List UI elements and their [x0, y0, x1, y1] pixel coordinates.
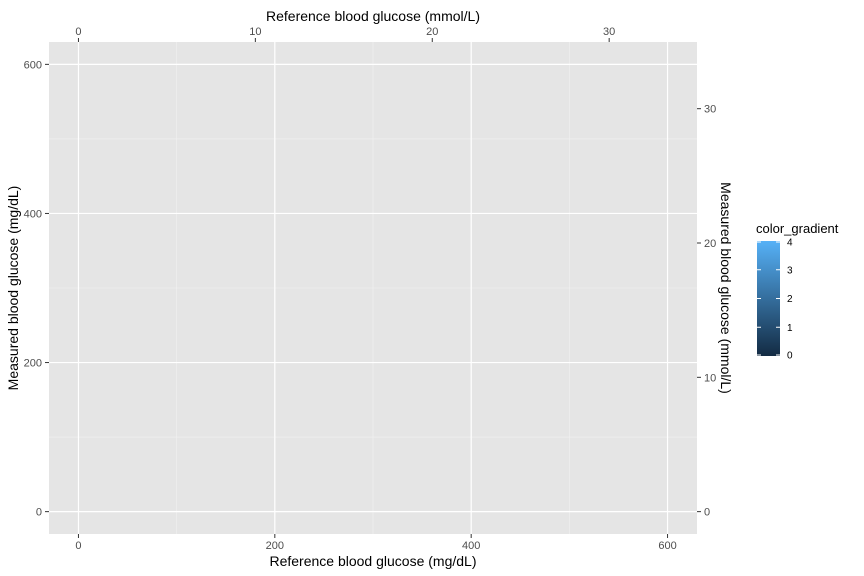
y2-tick-label: 20 — [704, 238, 716, 250]
legend-title: color_gradient — [756, 221, 839, 236]
legend-label: 3 — [787, 265, 793, 276]
x2-tick-label: 30 — [603, 26, 615, 38]
x-tick-label: 200 — [266, 540, 284, 552]
y2-tick-label: 0 — [704, 507, 710, 519]
legend: color_gradient 0 1 2 3 4 — [756, 221, 839, 362]
y2-tick-label: 30 — [704, 104, 716, 116]
y2-tick-label: 10 — [704, 372, 716, 384]
y-axis-title: Measured blood glucose (mg/dL) — [5, 186, 21, 391]
x2-axis-title: Reference blood glucose (mmol/L) — [266, 8, 480, 24]
x2-tick-label: 10 — [249, 26, 261, 38]
legend-colorbar — [757, 241, 780, 356]
gridlines — [49, 42, 697, 534]
x-tick-label: 400 — [462, 540, 480, 552]
x2-tick-label: 0 — [75, 26, 81, 38]
x2-tick-label: 20 — [426, 26, 438, 38]
y-tick-label: 0 — [36, 507, 42, 519]
x-tick-label: 0 — [75, 540, 81, 552]
y-tick-label: 200 — [24, 358, 42, 370]
axes: 0 200 400 600 0 10 20 30 0 200 400 600 0 10 20 30 — [24, 26, 717, 552]
y-tick-label: 600 — [24, 59, 42, 71]
x-axis-title: Reference blood glucose (mg/dL) — [269, 553, 476, 569]
legend-label: 1 — [787, 323, 793, 334]
legend-label: 2 — [787, 294, 793, 305]
legend-ticks: 0 1 2 3 4 — [757, 238, 793, 362]
legend-label: 0 — [787, 351, 793, 362]
y-tick-label: 400 — [24, 208, 42, 220]
x-tick-label: 600 — [658, 540, 676, 552]
y2-axis-title: Measured blood glucose (mmol/L) — [718, 182, 734, 394]
legend-label: 4 — [787, 238, 793, 249]
